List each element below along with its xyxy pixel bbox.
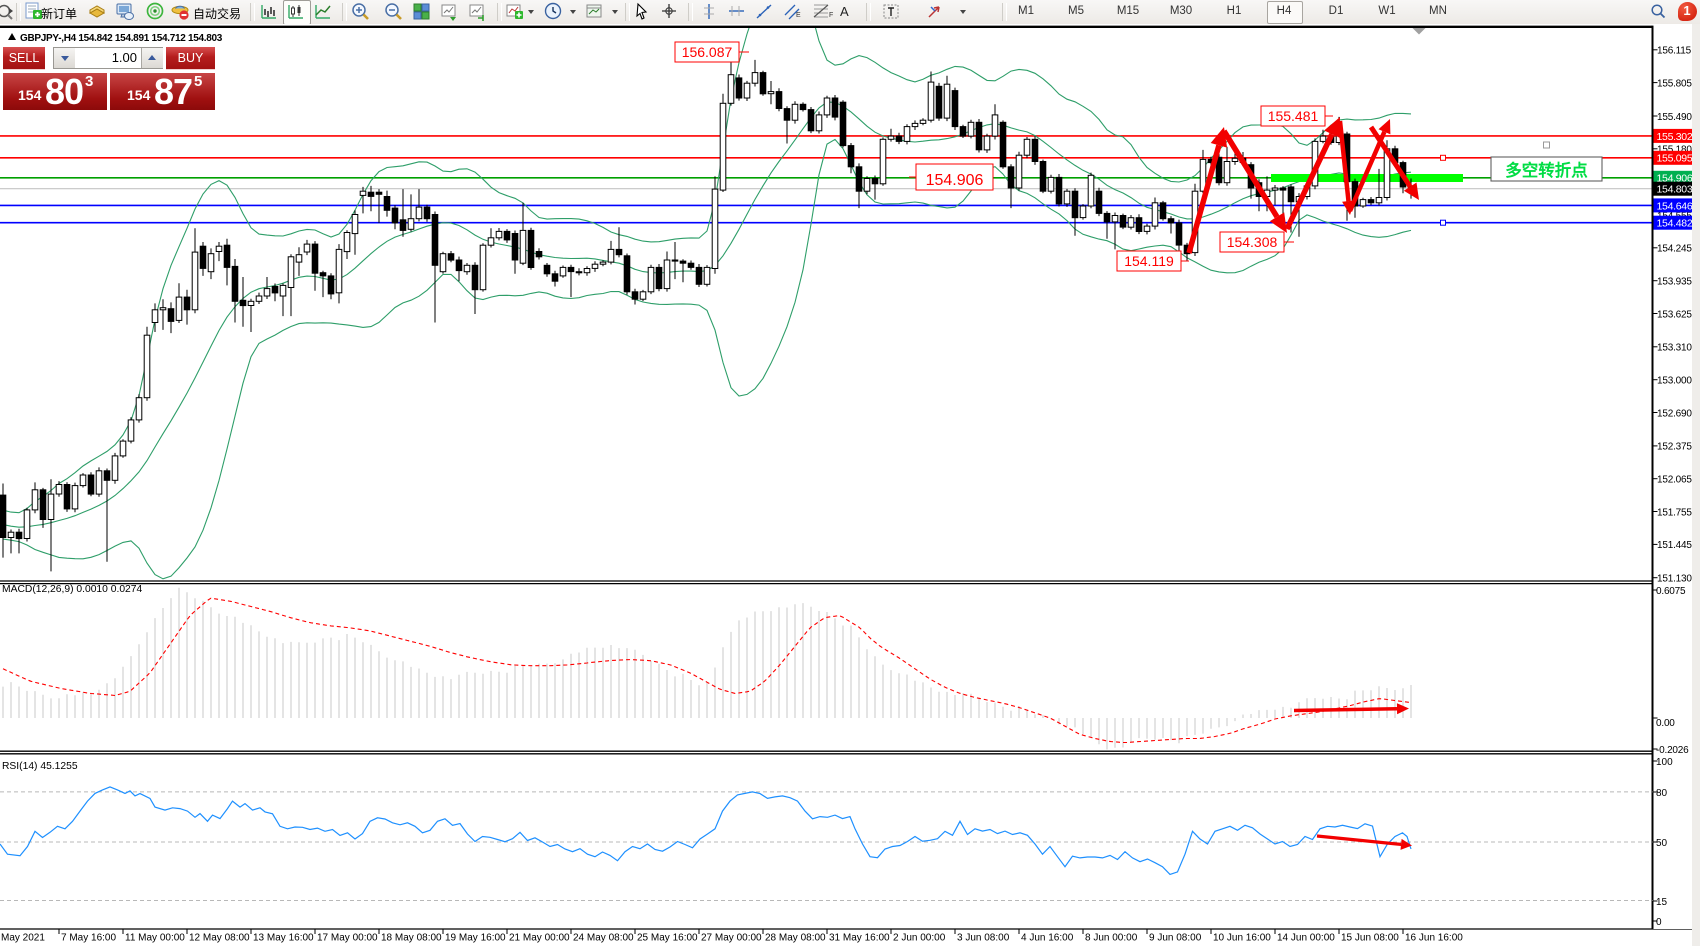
svg-text:25 May 16:00: 25 May 16:00 (637, 933, 698, 944)
svg-text:27 May 00:00: 27 May 00:00 (701, 933, 762, 944)
svg-text:17 May 00:00: 17 May 00:00 (317, 933, 378, 944)
svg-text:152.375: 152.375 (1657, 442, 1692, 453)
svg-text:153.935: 153.935 (1657, 277, 1692, 288)
svg-text:24 May 08:00: 24 May 08:00 (573, 933, 634, 944)
svg-text:80: 80 (1656, 788, 1668, 799)
svg-text:31 May 16:00: 31 May 16:00 (829, 933, 890, 944)
svg-text:-0.2026: -0.2026 (1656, 745, 1689, 756)
svg-text:9 Jun 08:00: 9 Jun 08:00 (1149, 933, 1202, 944)
svg-text:153.625: 153.625 (1657, 309, 1692, 320)
svg-text:152.690: 152.690 (1657, 408, 1692, 419)
svg-text:0.6075: 0.6075 (1656, 586, 1686, 597)
svg-text:28 May 08:00: 28 May 08:00 (765, 933, 826, 944)
svg-text:156.115: 156.115 (1657, 46, 1692, 57)
svg-text:7 May 16:00: 7 May 16:00 (61, 933, 116, 944)
svg-text:154.482: 154.482 (1657, 218, 1693, 230)
svg-text:155.481: 155.481 (1268, 108, 1319, 124)
svg-text:10 Jun 16:00: 10 Jun 16:00 (1213, 933, 1271, 944)
svg-text:RSI(14) 45.1255: RSI(14) 45.1255 (2, 761, 78, 772)
svg-text:0: 0 (1656, 917, 1662, 928)
svg-text:100: 100 (1656, 757, 1673, 768)
svg-text:12 May 08:00: 12 May 08:00 (189, 933, 250, 944)
svg-text:155.805: 155.805 (1657, 78, 1692, 89)
svg-text:155.180: 155.180 (1657, 145, 1692, 156)
svg-text:155.302: 155.302 (1657, 131, 1693, 143)
svg-text:8 Jun 00:00: 8 Jun 00:00 (1085, 933, 1138, 944)
svg-text:155.095: 155.095 (1657, 153, 1693, 165)
svg-text:GBPJPY-,H4 154.842 154.891 15: GBPJPY-,H4 154.842 154.891 154.712 154.8… (20, 33, 223, 44)
svg-text:155.490: 155.490 (1657, 112, 1692, 123)
svg-text:15 Jun 08:00: 15 Jun 08:00 (1341, 933, 1399, 944)
svg-text:多空转折点: 多空转折点 (1505, 160, 1588, 180)
svg-text:151.445: 151.445 (1657, 540, 1692, 551)
svg-text:0.00: 0.00 (1656, 718, 1675, 729)
svg-text:18 May 08:00: 18 May 08:00 (381, 933, 442, 944)
svg-text:50: 50 (1656, 838, 1668, 849)
svg-text:MACD(12,26,9) 0.0010 0.0274: MACD(12,26,9) 0.0010 0.0274 (2, 584, 143, 595)
svg-text:14 Jun 00:00: 14 Jun 00:00 (1277, 933, 1335, 944)
svg-text:154.245: 154.245 (1657, 244, 1692, 255)
svg-text:153.310: 153.310 (1657, 343, 1692, 354)
svg-text:16 Jun 16:00: 16 Jun 16:00 (1405, 933, 1463, 944)
svg-text:153.000: 153.000 (1657, 376, 1692, 387)
svg-text:21 May 00:00: 21 May 00:00 (509, 933, 570, 944)
svg-text:156.087: 156.087 (682, 44, 733, 60)
svg-text:4 Jun 16:00: 4 Jun 16:00 (1021, 933, 1074, 944)
svg-text:151.130: 151.130 (1657, 574, 1692, 585)
svg-text:11 May 00:00: 11 May 00:00 (125, 933, 185, 944)
svg-text:3 Jun 08:00: 3 Jun 08:00 (957, 933, 1010, 944)
svg-text:19 May 16:00: 19 May 16:00 (445, 933, 506, 944)
svg-text:154.906: 154.906 (926, 172, 984, 189)
svg-text:154.646: 154.646 (1657, 200, 1693, 212)
svg-text:154.308: 154.308 (1227, 234, 1278, 250)
svg-text:152.065: 152.065 (1657, 475, 1692, 486)
svg-text:13 May 16:00: 13 May 16:00 (253, 933, 314, 944)
svg-text:154.119: 154.119 (1124, 253, 1174, 269)
svg-text:15: 15 (1656, 897, 1668, 908)
svg-text:2 Jun 00:00: 2 Jun 00:00 (893, 933, 946, 944)
svg-text:154.803: 154.803 (1657, 184, 1693, 196)
svg-text:151.755: 151.755 (1657, 507, 1692, 518)
svg-text:May 2021: May 2021 (1, 933, 45, 944)
